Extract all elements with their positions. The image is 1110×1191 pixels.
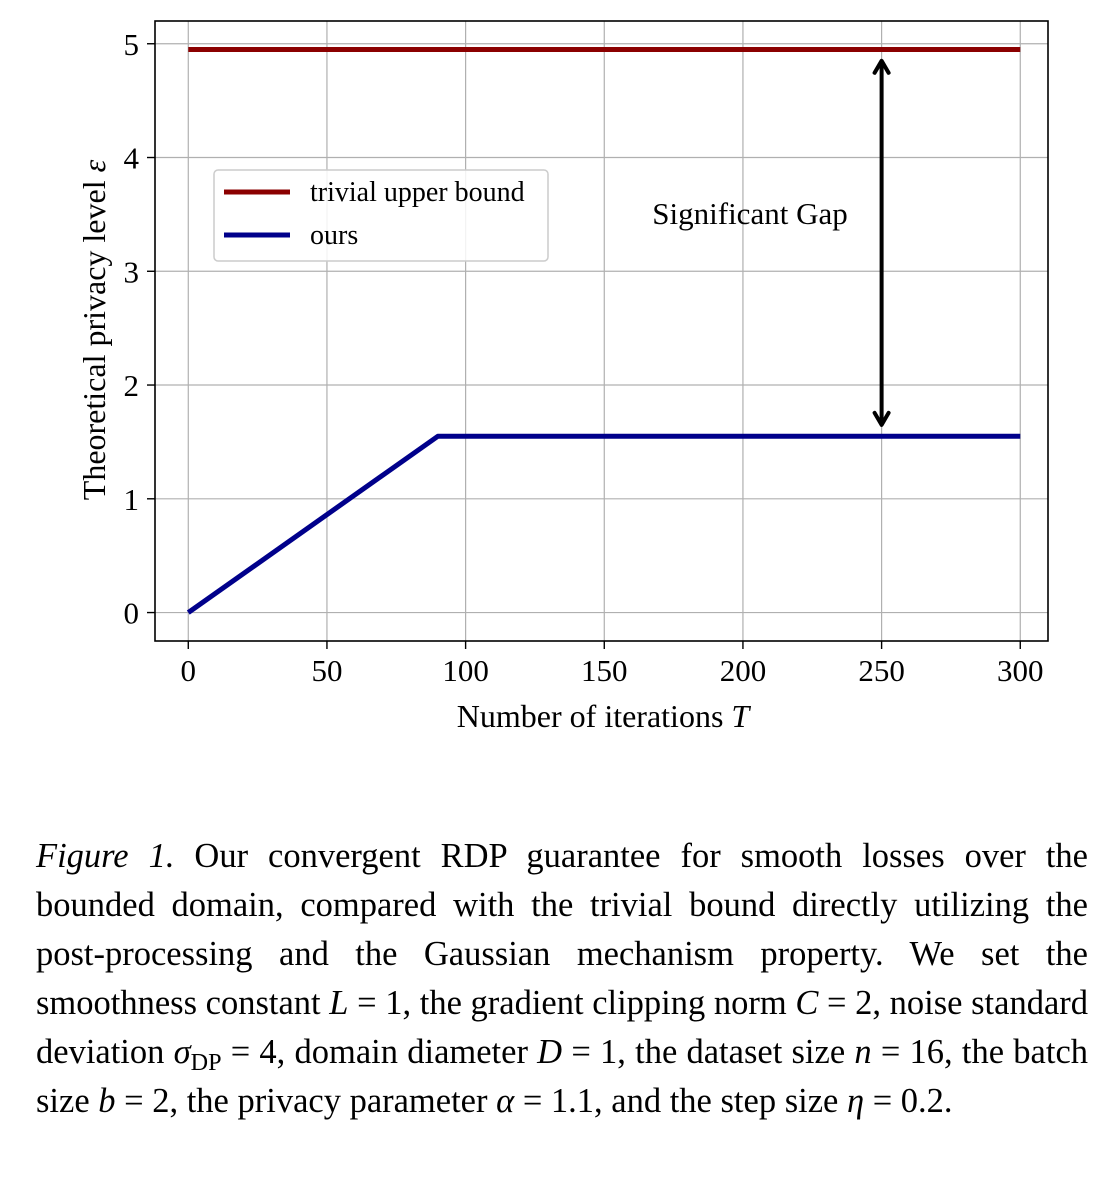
plot-frame <box>154 20 1049 642</box>
caption-fragment: = 16, the batch size <box>36 1033 1089 1120</box>
privacy-chart: 0 50 100 150 200 250 300 0 1 2 3 4 5 trivial upper b… <box>76 20 1049 734</box>
y-axis-label-text: Theoretical privacy level <box>76 172 112 500</box>
caption-fragment: = 1.1, and the step size <box>514 1082 847 1120</box>
caption-math-variable: n <box>854 1033 872 1071</box>
figure-label: Figure 1. <box>36 837 175 875</box>
series-line-ours <box>186 433 1021 615</box>
caption-math-variable: D <box>537 1033 563 1071</box>
legend-label-trivial-upper-bound: trivial upper bound <box>310 177 525 208</box>
y-tick-label: 3 <box>124 254 140 289</box>
y-tick-label: 1 <box>124 482 140 517</box>
y-tick-label: 0 <box>124 596 140 631</box>
x-axis-label-text: Number of iterations <box>457 698 732 734</box>
caption-math-variable: α <box>496 1082 515 1120</box>
caption-math-variable: L <box>329 984 349 1022</box>
y-tick-label: 5 <box>124 27 140 62</box>
axis-ticks: 0 50 100 150 200 250 300 0 1 2 3 4 5 <box>124 27 1044 688</box>
caption-math-variable: σ <box>173 1033 191 1071</box>
gap-annotation-label: Significant Gap <box>652 196 847 231</box>
gap-arrow-head-up <box>872 58 891 75</box>
y-axis-label-variable: ε <box>76 159 112 172</box>
grid-lines <box>155 21 1048 641</box>
x-tick-label: 50 <box>311 653 342 688</box>
caption-math-subscript: DP <box>190 1049 222 1077</box>
y-axis-label: Theoretical privacy level ε <box>76 159 112 500</box>
caption-fragment: = 2, the privacy parameter <box>115 1082 497 1120</box>
x-axis-label-variable: T <box>731 698 751 734</box>
figure-caption: Figure 1. Our convergent RDP guarantee f… <box>36 832 1088 1126</box>
x-tick-label: 100 <box>442 653 489 688</box>
gap-annotation: Significant Gap <box>652 58 891 427</box>
x-tick-label: 300 <box>997 653 1044 688</box>
gap-arrow-head-down <box>872 410 891 427</box>
legend-box <box>213 169 549 262</box>
caption-fragment: = 2, noise standard deviation <box>36 984 1089 1071</box>
y-tick-label: 2 <box>124 368 140 403</box>
x-tick-label: 200 <box>720 653 767 688</box>
y-tick-label: 4 <box>124 141 140 176</box>
x-axis-label: Number of iterations T <box>457 698 752 734</box>
x-tick-label: 0 <box>181 653 197 688</box>
caption-math-variable: b <box>98 1082 116 1120</box>
x-tick-label: 150 <box>581 653 628 688</box>
caption-math-variable: η <box>846 1082 865 1120</box>
legend-label-ours: ours <box>310 220 358 251</box>
series-lines <box>186 46 1021 615</box>
caption-fragment: Our convergent RDP guarantee for smooth … <box>36 837 1088 1022</box>
legend: trivial upper bound ours <box>213 169 549 262</box>
caption-text: Our convergent RDP guarantee for smooth … <box>36 837 1088 1120</box>
caption-math-variable: C <box>795 984 819 1022</box>
caption-fragment: = 4, domain diameter <box>221 1033 538 1071</box>
caption-fragment: = 0.2. <box>864 1082 953 1120</box>
caption-fragment: = 1, the dataset size <box>562 1033 855 1071</box>
caption-fragment: = 1, the gradient clipping norm <box>348 984 796 1022</box>
x-tick-label: 250 <box>858 653 905 688</box>
